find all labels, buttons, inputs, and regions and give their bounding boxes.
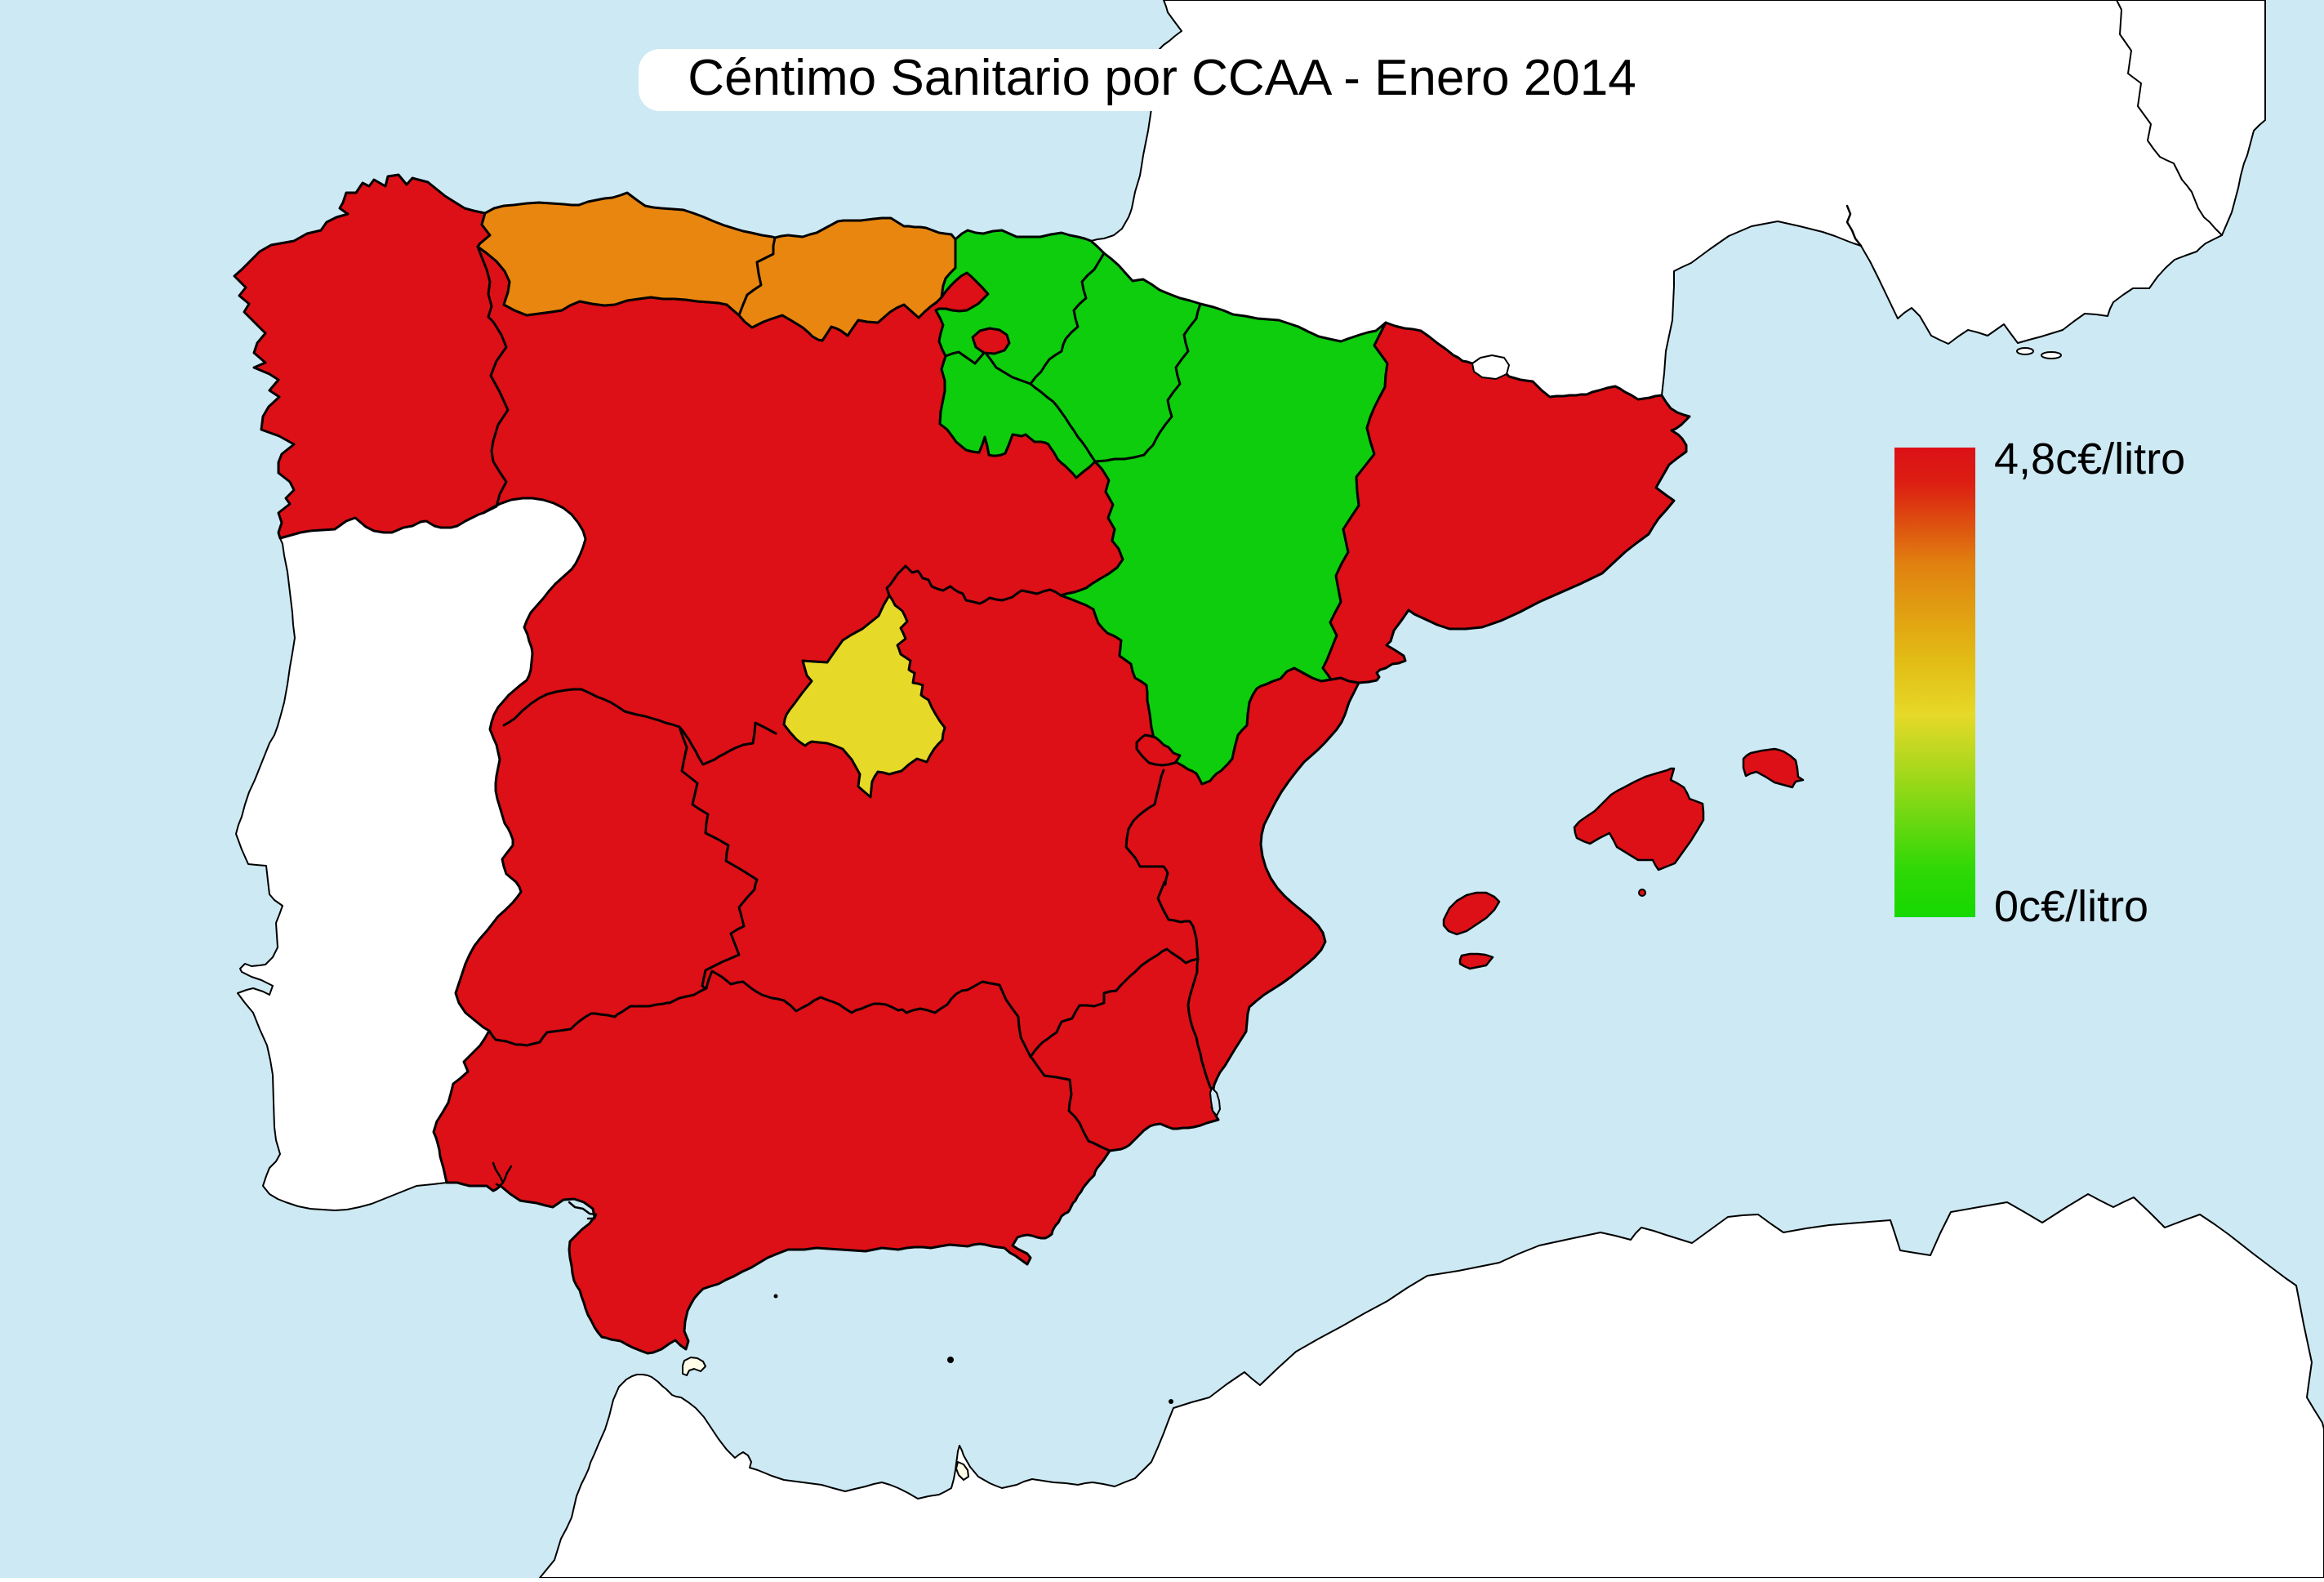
svg-text:4,8c€/litro: 4,8c€/litro (1994, 434, 2185, 484)
svg-text:Céntimo Sanitario por CCAA - E: Céntimo Sanitario por CCAA - Enero 2014 (688, 50, 1636, 106)
svg-text:0c€/litro: 0c€/litro (1994, 882, 2148, 931)
